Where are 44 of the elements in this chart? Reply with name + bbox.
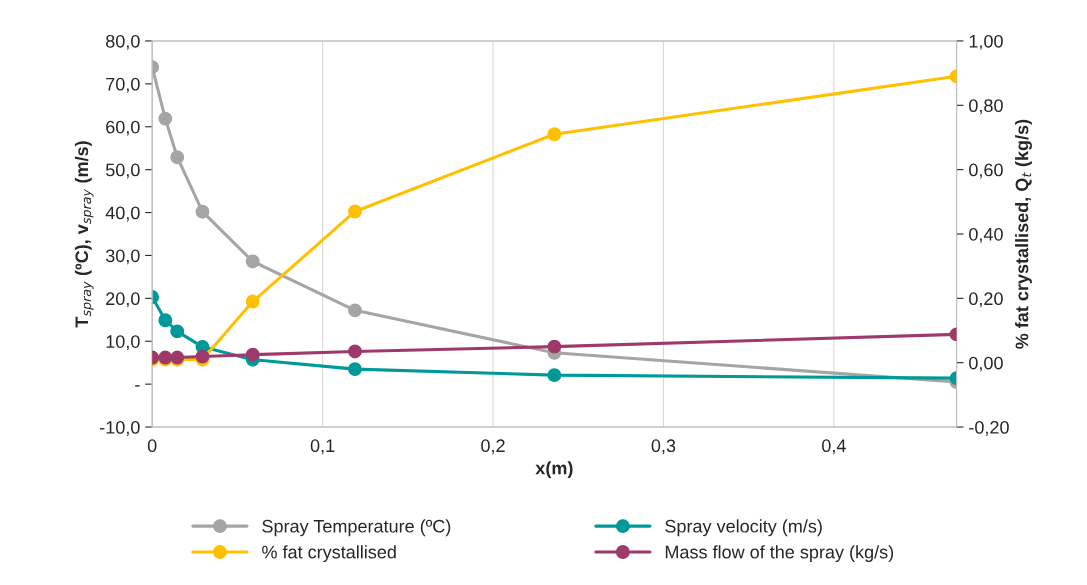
y-tick-label: - xyxy=(135,385,140,387)
legend-label: Spray Temperature (ºC) xyxy=(262,519,451,537)
legend-label: Spray velocity (m/s) xyxy=(665,519,822,537)
x-tick-label: 0 xyxy=(147,439,157,453)
point xyxy=(158,111,173,126)
legend-label: Mass flow of the spray (kg/s) xyxy=(665,545,894,563)
point xyxy=(245,347,260,362)
point xyxy=(547,127,562,142)
y2-tick-label: 1,00 xyxy=(969,34,1003,50)
y-axis-title: T$_{spray}$ (ºC), v$_{spray}$ (m/s) xyxy=(74,141,94,328)
point xyxy=(348,362,362,377)
x-tick-label: 0,1 xyxy=(310,439,335,455)
y2-tick-label: 0,80 xyxy=(969,99,1003,115)
y-tick-label: 60,0 xyxy=(106,120,140,136)
y-tick-label: 80,0 xyxy=(106,34,140,50)
y-tick-label: 50,0 xyxy=(105,163,140,179)
y2-tick-label: 0,40 xyxy=(969,227,1003,243)
point xyxy=(245,254,260,269)
point xyxy=(547,339,562,354)
y2-tick-label: 0,60 xyxy=(969,163,1003,179)
point xyxy=(547,368,562,383)
point xyxy=(245,294,260,309)
point xyxy=(195,204,210,219)
point xyxy=(348,303,362,318)
point xyxy=(158,313,173,328)
y2-tick-label: -0,20 xyxy=(969,420,1009,436)
y-tick-label: 30,0 xyxy=(105,249,140,265)
point xyxy=(170,324,185,339)
y-tick-label: 70,0 xyxy=(106,77,140,93)
point xyxy=(348,344,362,359)
y2-tick-label: 0,00 xyxy=(969,356,1003,372)
x-tick-label: 0,3 xyxy=(651,439,676,455)
point xyxy=(170,150,185,165)
y-tick-label: 40,0 xyxy=(105,206,140,222)
x-axis-title: x(m) xyxy=(535,461,573,479)
x-tick-label: 0,2 xyxy=(481,439,505,455)
point xyxy=(348,204,362,219)
y-tick-label: 10,0 xyxy=(106,335,140,351)
legend-label: % fat crystallised xyxy=(262,545,396,563)
y2-tick-label: 0,20 xyxy=(969,292,1003,308)
y2-axis-title: % fat crystallised, Q$_{t}$ (kg/s) xyxy=(1015,119,1032,349)
x-tick-label: 0,4 xyxy=(822,439,846,455)
y-tick-label: 20,0 xyxy=(106,292,140,308)
y-tick-label: -10,0 xyxy=(100,420,140,436)
